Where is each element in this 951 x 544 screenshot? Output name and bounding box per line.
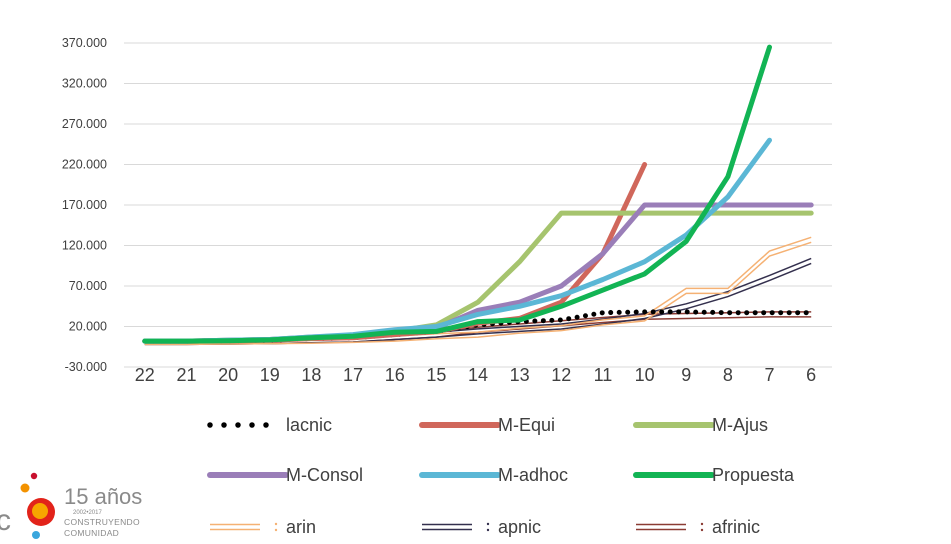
y-tick-label: 70.000 [69, 279, 107, 293]
x-tick-label: 19 [260, 365, 280, 385]
y-axis-ticks: -30.000 20.000 70.000 120.000 170.000 220.000… [62, 36, 107, 374]
legend-swatch-dot [700, 522, 704, 526]
y-tick-label: 370.000 [62, 36, 107, 50]
logo-blue-dot-icon [32, 531, 40, 539]
logo-orange-dot-icon [20, 483, 30, 493]
legend-label: lacnic [286, 415, 332, 435]
legend-swatch-dot [700, 528, 704, 532]
legend-swatch-dot [486, 528, 490, 532]
legend-item-lacnic: lacnic [207, 415, 332, 435]
x-tick-label: 18 [301, 365, 321, 385]
y-tick-label: 320.000 [62, 77, 107, 91]
legend-item-m-ajus: M-Ajus [633, 415, 768, 435]
logo-line1-text: CONSTRUYENDO [64, 517, 140, 527]
logo-line2-text: COMUNIDAD [64, 528, 119, 538]
legend-label: Propuesta [712, 465, 795, 485]
series-propuesta [142, 44, 772, 344]
logo-years-text: 2002•2017 [73, 510, 102, 516]
x-tick-label: 16 [385, 365, 405, 385]
x-tick-label: 11 [594, 365, 613, 385]
legend-swatch-dot [274, 528, 278, 532]
legend-label: arin [286, 517, 316, 537]
legend-item-afrinic: afrinic [636, 517, 760, 537]
x-tick-label: 7 [765, 365, 775, 385]
y-tick-label: -30.000 [65, 360, 107, 374]
x-tick-label: 14 [468, 365, 488, 385]
x-tick-label: 12 [551, 365, 571, 385]
y-tick-label: 220.000 [62, 158, 107, 172]
x-axis-ticks: 22 21 20 19 18 17 16 15 14 13 12 11 10 9 8 7 6 [135, 365, 816, 385]
logo-anniversary-text: 15 años [64, 484, 142, 509]
series-line-propuesta [142, 44, 772, 344]
series-m-equi [142, 162, 648, 344]
x-tick-label: 15 [426, 365, 446, 385]
legend-swatch-dot [486, 522, 490, 526]
x-tick-label: 22 [135, 365, 155, 385]
legend-swatch-dot [274, 522, 278, 526]
logo-orange-inner-icon [32, 503, 48, 519]
logo-red-dot-icon [30, 472, 38, 480]
x-tick-label: 10 [635, 365, 655, 385]
legend-label: M-adhoc [498, 465, 568, 485]
legend-item-propuesta: Propuesta [633, 465, 795, 485]
series-line-arin-2 [144, 241, 812, 346]
x-tick-label: 6 [806, 365, 816, 385]
y-tick-label: 120.000 [62, 239, 107, 253]
y-tick-label: 20.000 [69, 320, 107, 334]
x-tick-label: 9 [681, 365, 691, 385]
legend-item-arin: arin [210, 517, 316, 537]
y-tick-label: 170.000 [62, 198, 107, 212]
series-line-m-equi [142, 162, 648, 344]
series-lines [142, 44, 814, 346]
y-tick-label: 270.000 [62, 117, 107, 131]
logo-partial-letter: c [0, 504, 11, 537]
legend-label: apnic [498, 517, 541, 537]
grid-lines [124, 42, 832, 368]
lacnic-15-years-logo: c 15 años 2002•2017 CONSTRUYENDO COMUNID… [0, 472, 142, 539]
legend-item-apnic: apnic [422, 517, 541, 537]
x-tick-label: 20 [218, 365, 238, 385]
legend-label: M-Ajus [712, 415, 768, 435]
x-tick-label: 21 [176, 365, 196, 385]
legend-label: M-Consol [286, 465, 363, 485]
x-tick-label: 8 [723, 365, 733, 385]
legend: lacnic M-Equi M-Ajus M-Consol M-adhoc Propues… [207, 415, 795, 537]
x-tick-label: 17 [343, 365, 363, 385]
legend-item-m-equi: M-Equi [419, 415, 555, 435]
legend-item-m-consol: M-Consol [207, 465, 363, 485]
legend-label: M-Equi [498, 415, 555, 435]
legend-item-m-adhoc: M-adhoc [419, 465, 568, 485]
legend-label: afrinic [712, 517, 760, 537]
x-tick-label: 13 [510, 365, 530, 385]
